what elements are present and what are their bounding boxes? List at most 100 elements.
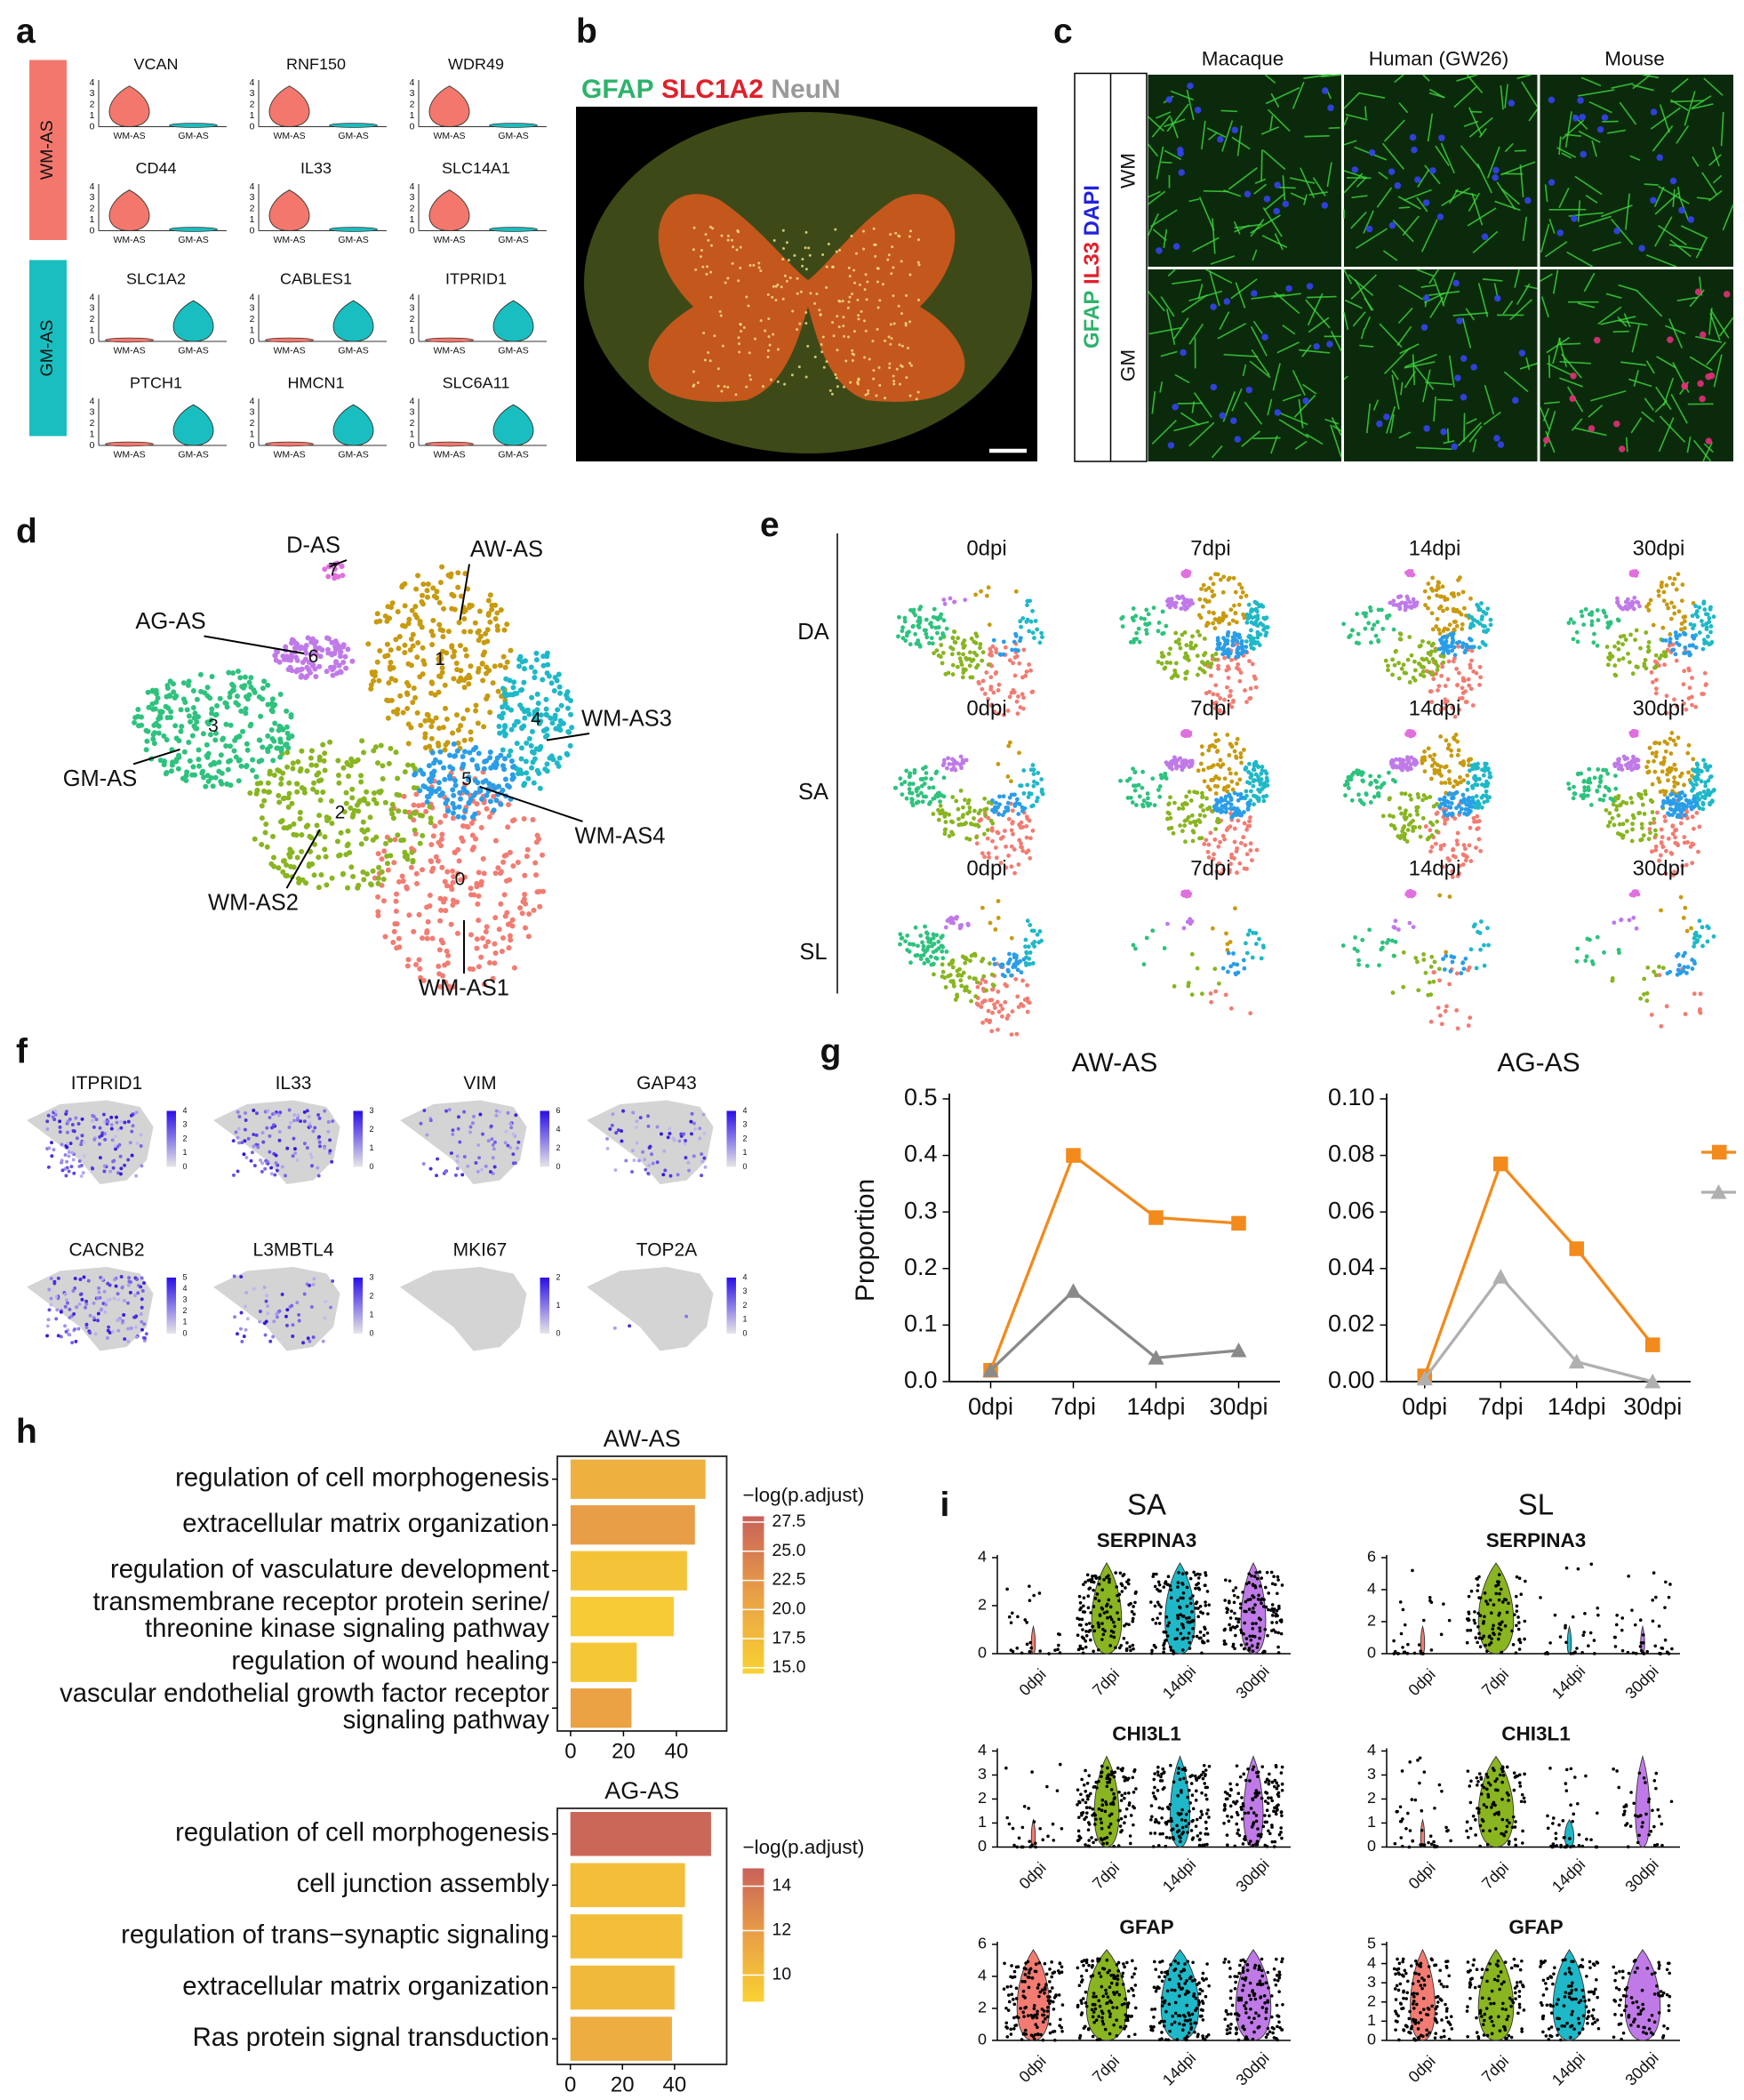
umap-dot bbox=[1672, 611, 1677, 616]
umap-dot bbox=[1029, 690, 1035, 694]
umap-dot bbox=[1435, 819, 1440, 824]
umap-dot bbox=[349, 786, 356, 792]
umap-dot bbox=[423, 808, 429, 814]
umap-dot bbox=[216, 768, 222, 774]
panel-label: i bbox=[940, 1486, 949, 1524]
umap-dot bbox=[522, 715, 528, 721]
cell bbox=[707, 351, 710, 355]
umap-dot bbox=[511, 679, 517, 685]
umap-dot bbox=[476, 893, 482, 899]
umap-dot bbox=[466, 681, 472, 687]
leader-line bbox=[132, 749, 180, 765]
umap-dot bbox=[956, 816, 961, 822]
gene-title: SLC14A1 bbox=[442, 159, 510, 177]
umap-dot bbox=[1150, 776, 1156, 781]
umap-dot bbox=[1410, 573, 1415, 578]
umap-dot bbox=[518, 745, 524, 751]
umap-dot bbox=[1648, 597, 1653, 603]
umap-dot bbox=[1402, 824, 1407, 829]
umap-dot bbox=[264, 844, 270, 850]
umap-dot bbox=[996, 761, 1001, 766]
umap-dot bbox=[1252, 677, 1258, 681]
cell bbox=[787, 259, 790, 262]
fiber bbox=[1150, 209, 1178, 228]
umap-dot bbox=[1407, 599, 1412, 605]
umap-dot bbox=[1263, 769, 1268, 773]
umap-dot bbox=[1355, 612, 1359, 616]
umap-dot bbox=[1686, 666, 1692, 671]
umap-dot bbox=[404, 853, 410, 859]
umap-dot bbox=[379, 856, 385, 862]
umap-dot bbox=[1572, 784, 1576, 790]
umap-dot bbox=[1457, 610, 1462, 614]
umap-dot bbox=[337, 669, 343, 675]
umap-dot bbox=[433, 854, 439, 860]
fiber bbox=[1703, 443, 1714, 453]
cell bbox=[842, 325, 845, 328]
umap-dot bbox=[516, 663, 523, 669]
fiber bbox=[1250, 325, 1268, 357]
umap-dot bbox=[967, 663, 972, 669]
umap-dot bbox=[1205, 660, 1211, 665]
umap-dot bbox=[1163, 774, 1168, 780]
cell bbox=[916, 390, 920, 394]
umap-dot bbox=[1204, 838, 1209, 843]
umap-dot bbox=[419, 624, 425, 630]
cell bbox=[692, 226, 696, 229]
umap-dot bbox=[1660, 835, 1665, 839]
cell bbox=[831, 265, 835, 269]
fiber bbox=[1147, 190, 1166, 205]
umap-dot bbox=[464, 707, 470, 713]
umap-dot bbox=[1193, 819, 1198, 824]
umap-dot bbox=[299, 748, 305, 754]
umap-dot bbox=[408, 864, 414, 870]
cell bbox=[796, 328, 799, 332]
cell bbox=[804, 375, 808, 379]
umap-dot bbox=[1650, 799, 1655, 805]
nucleus bbox=[1460, 355, 1468, 363]
y-tick-label: 2 bbox=[90, 315, 95, 325]
cell bbox=[748, 263, 752, 267]
fiber bbox=[1324, 418, 1340, 425]
umap-dot bbox=[1212, 657, 1218, 662]
fiber bbox=[1363, 210, 1374, 234]
umap-dot bbox=[994, 650, 999, 655]
umap-dot bbox=[1225, 685, 1229, 690]
umap-dot bbox=[920, 799, 925, 805]
cell bbox=[908, 273, 912, 277]
umap-dot bbox=[958, 754, 964, 759]
umap-dot bbox=[1446, 659, 1452, 664]
fiber bbox=[1476, 163, 1492, 194]
umap-dot bbox=[1250, 615, 1255, 621]
umap-dot bbox=[1422, 749, 1427, 754]
umap-dot bbox=[1655, 810, 1660, 815]
cell bbox=[827, 243, 830, 246]
umap-dot bbox=[190, 764, 196, 770]
umap-dot bbox=[1474, 846, 1478, 850]
umap-dot bbox=[1236, 818, 1241, 823]
umap-dot bbox=[476, 870, 482, 876]
umap-dot bbox=[1468, 624, 1474, 629]
umap-dot bbox=[1434, 624, 1439, 629]
umap-dot bbox=[532, 669, 538, 675]
fiber bbox=[1548, 355, 1551, 379]
fiber bbox=[1299, 349, 1331, 354]
umap-dot bbox=[1140, 785, 1145, 790]
umap-dot bbox=[270, 833, 276, 839]
fiber bbox=[1524, 285, 1538, 290]
umap-dot bbox=[442, 896, 448, 902]
y-tick-label: 1 bbox=[250, 111, 255, 121]
umap-dot bbox=[494, 627, 500, 633]
umap-dot bbox=[1475, 827, 1480, 831]
umap-dot bbox=[946, 756, 951, 761]
umap-dot bbox=[168, 709, 174, 715]
row-label: GM bbox=[1116, 349, 1139, 381]
umap-dot bbox=[942, 601, 948, 606]
umap-dot bbox=[329, 666, 335, 672]
umap-dot bbox=[1690, 676, 1694, 680]
umap-dot bbox=[983, 813, 988, 818]
umap-dot bbox=[450, 800, 456, 806]
umap-dot bbox=[1595, 643, 1600, 648]
umap-dot bbox=[1579, 771, 1584, 776]
umap-dot bbox=[1651, 679, 1655, 685]
